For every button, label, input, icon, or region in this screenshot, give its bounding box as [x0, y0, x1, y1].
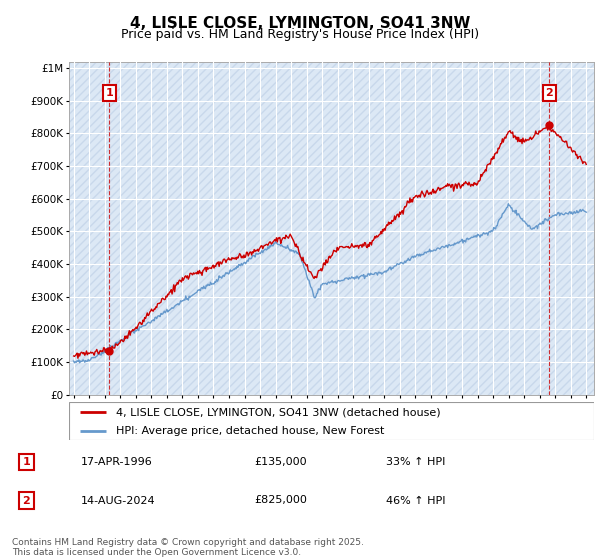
FancyBboxPatch shape [69, 402, 594, 440]
Text: HPI: Average price, detached house, New Forest: HPI: Average price, detached house, New … [116, 426, 385, 436]
Text: Contains HM Land Registry data © Crown copyright and database right 2025.
This d: Contains HM Land Registry data © Crown c… [12, 538, 364, 557]
Text: £135,000: £135,000 [254, 457, 307, 467]
Text: 2: 2 [23, 496, 30, 506]
Text: 1: 1 [23, 457, 30, 467]
Text: 2: 2 [545, 88, 553, 98]
Text: 17-APR-1996: 17-APR-1996 [81, 457, 153, 467]
Text: £825,000: £825,000 [254, 496, 307, 506]
Text: 33% ↑ HPI: 33% ↑ HPI [386, 457, 446, 467]
Text: 46% ↑ HPI: 46% ↑ HPI [386, 496, 446, 506]
Text: 14-AUG-2024: 14-AUG-2024 [81, 496, 156, 506]
Text: 1: 1 [106, 88, 113, 98]
Text: Price paid vs. HM Land Registry's House Price Index (HPI): Price paid vs. HM Land Registry's House … [121, 28, 479, 41]
Text: 4, LISLE CLOSE, LYMINGTON, SO41 3NW: 4, LISLE CLOSE, LYMINGTON, SO41 3NW [130, 16, 470, 31]
Text: 4, LISLE CLOSE, LYMINGTON, SO41 3NW (detached house): 4, LISLE CLOSE, LYMINGTON, SO41 3NW (det… [116, 407, 441, 417]
